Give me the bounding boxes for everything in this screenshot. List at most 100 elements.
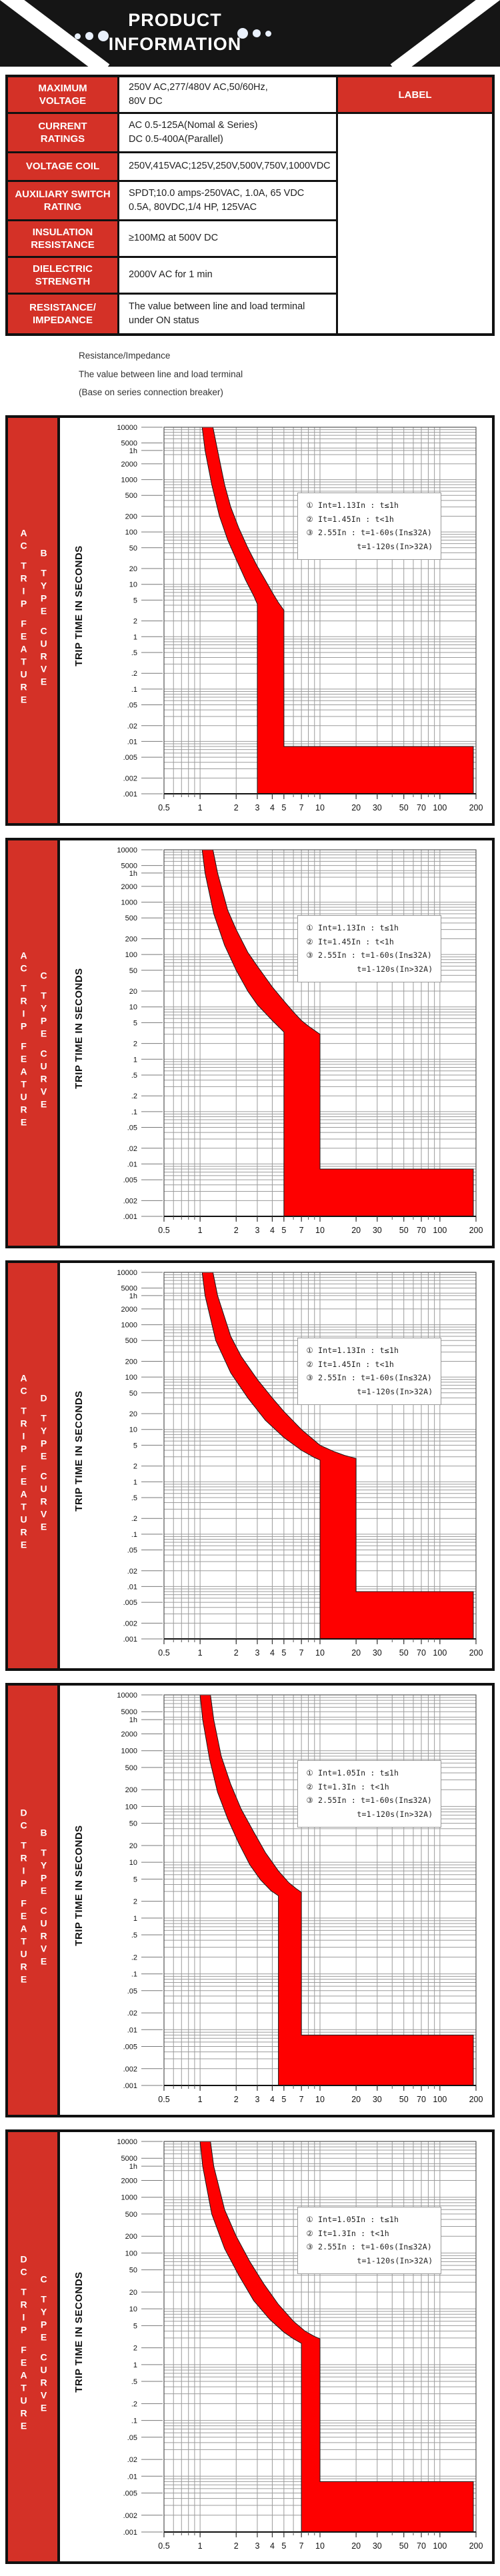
svg-text:10: 10 [315,803,325,812]
svg-text:.002: .002 [123,774,137,782]
spec-value-voltage-coil: 250V,415VAC;125V,250V,500V,750V,1000VDC [119,153,336,180]
chart-area: TRIP TIME IN SECONDS 10000 5000 1h 2000 1000… [60,1263,492,1668]
svg-text:30: 30 [373,1648,382,1658]
svg-text:5: 5 [133,1876,137,1884]
svg-text:20: 20 [351,1648,361,1658]
legend-line: ① Int=1.13In : t≤1h [306,501,399,511]
svg-text:2: 2 [133,618,137,626]
svg-text:5: 5 [281,1648,286,1658]
spec-label-maximum-voltage: MAXIMUM VOLTAGE [8,77,117,112]
svg-text:.1: .1 [131,1531,137,1539]
svg-text:200: 200 [469,1226,483,1235]
legend-line: ② It=1.3In : t<1h [306,1782,389,1792]
svg-text:10: 10 [129,1859,137,1867]
trip-condition-legend: ① Int=1.13In : t≤1h ② It=1.45In : t<1h ③ 2… [297,1338,442,1405]
svg-text:.005: .005 [123,754,137,762]
svg-text:.01: .01 [127,1583,137,1591]
svg-text:5: 5 [281,1226,286,1235]
legend-line: t=1-120s(In>32A) [357,1387,433,1397]
svg-text:.02: .02 [127,722,137,730]
svg-text:200: 200 [469,2095,483,2104]
svg-text:2: 2 [234,2541,239,2551]
svg-text:.002: .002 [123,1197,137,1205]
svg-text:5000: 5000 [121,862,137,870]
svg-text:.01: .01 [127,738,137,746]
legend-line: ② It=1.3In : t<1h [306,2228,389,2238]
svg-text:1: 1 [198,1226,203,1235]
page-header: PRODUCT INFORMATION [0,0,500,67]
svg-text:7: 7 [299,1648,304,1658]
svg-text:.01: .01 [127,2473,137,2481]
svg-text:200: 200 [469,803,483,812]
svg-text:50: 50 [129,1390,137,1398]
svg-text:2: 2 [234,1648,239,1658]
svg-text:70: 70 [417,2095,426,2104]
svg-text:20: 20 [351,2541,361,2551]
svg-text:1: 1 [133,1056,137,1064]
footnote-line: The value between line and load terminal [79,369,243,379]
legend-line: ③ 2.55In : t=1-60s(In≤32A) [306,1796,432,1806]
svg-text:10000: 10000 [117,2138,137,2146]
spec-table: MAXIMUM VOLTAGE 250V AC,277/480V AC,50/6… [5,75,495,336]
svg-text:.005: .005 [123,2043,137,2051]
svg-text:1h: 1h [129,2163,137,2171]
decor-dots-right-icon [237,28,271,39]
legend-line: t=1-120s(In>32A) [357,964,433,974]
svg-text:2: 2 [133,1040,137,1048]
chart-area: TRIP TIME IN SECONDS 10000 5000 1h 2000 1000… [60,840,492,1246]
svg-text:20: 20 [351,803,361,812]
svg-text:.5: .5 [131,2378,137,2386]
svg-text:100: 100 [125,1374,137,1382]
svg-text:7: 7 [299,803,304,812]
svg-text:1: 1 [198,1648,203,1658]
y-axis-title: TRIP TIME IN SECONDS [73,2271,85,2393]
svg-text:5: 5 [281,803,286,812]
svg-text:20: 20 [129,988,137,996]
svg-text:.001: .001 [123,1213,137,1221]
svg-text:1h: 1h [129,1716,137,1724]
svg-text:10: 10 [129,1426,137,1434]
svg-text:1: 1 [198,2541,203,2551]
svg-text:20: 20 [129,1410,137,1418]
svg-text:500: 500 [125,492,137,500]
spec-label-insulation: INSULATION RESISTANCE [8,221,117,256]
svg-text:0.5: 0.5 [158,2541,169,2551]
svg-text:100: 100 [433,2095,447,2104]
svg-text:200: 200 [125,513,137,521]
legend-line: t=1-120s(In>32A) [357,2256,433,2266]
svg-text:70: 70 [417,803,426,812]
svg-text:5: 5 [133,1442,137,1450]
legend-line: ③ 2.55In : t=1-60s(In≤32A) [306,1373,432,1383]
svg-text:.2: .2 [131,2400,137,2408]
svg-text:10000: 10000 [117,846,137,854]
svg-text:3: 3 [255,2095,259,2104]
svg-text:.001: .001 [123,2529,137,2537]
svg-text:20: 20 [351,1226,361,1235]
legend-line: ③ 2.55In : t=1-60s(In≤32A) [306,528,432,538]
svg-text:.02: .02 [127,2009,137,2017]
svg-text:.1: .1 [131,686,137,694]
svg-text:2000: 2000 [121,1306,137,1314]
svg-text:2: 2 [133,2345,137,2353]
svg-text:200: 200 [125,936,137,944]
svg-text:.01: .01 [127,1160,137,1168]
svg-text:.002: .002 [123,1620,137,1628]
page-title-line2: INFORMATION [108,33,242,54]
svg-text:50: 50 [399,2541,409,2551]
svg-text:4: 4 [270,1226,275,1235]
svg-text:2: 2 [133,1898,137,1906]
svg-text:500: 500 [125,1764,137,1772]
spec-label-voltage-coil: VOLTAGE COIL [8,153,117,180]
